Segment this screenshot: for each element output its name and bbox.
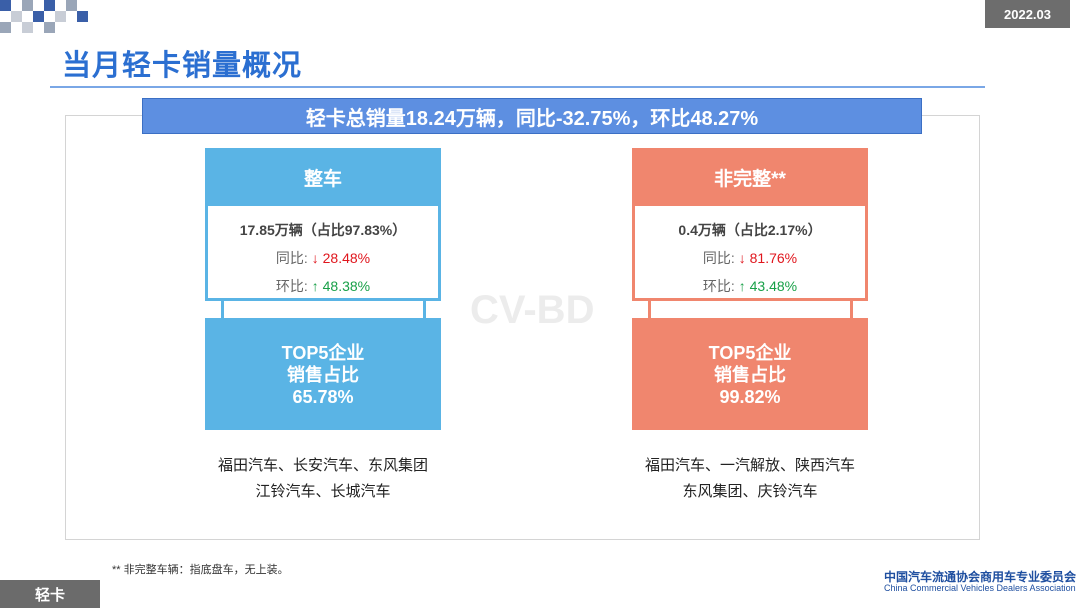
- yoy-row: 同比: ↓ 81.76%: [635, 248, 865, 268]
- mom-label: 环比:: [702, 278, 735, 294]
- connector: [423, 301, 426, 323]
- yoy-value: ↓ 81.76%: [738, 250, 798, 266]
- logo-name: 中国汽车流通协会商用车专业委员会: [884, 570, 1077, 584]
- summary-banner: 轻卡总销量18.24万辆，同比-32.75%，环比48.27%: [142, 98, 922, 134]
- square: [22, 22, 33, 33]
- card-info: 17.85万辆（占比97.83%） 同比: ↓ 28.48% 环比: ↑ 48.38%: [205, 206, 441, 301]
- square: [66, 0, 77, 11]
- square: [44, 0, 55, 11]
- mom-label: 环比:: [275, 278, 308, 294]
- square: [44, 22, 55, 33]
- section-tag: 轻卡: [0, 580, 100, 608]
- top5-box: TOP5企业 销售占比 99.82%: [632, 318, 868, 430]
- mom-row: 环比: ↑ 48.38%: [208, 276, 438, 296]
- yoy-value: ↓ 28.48%: [311, 250, 371, 266]
- logo-english: China Commercial Vehicles Dealers Associ…: [884, 583, 1076, 593]
- card-title: 非完整**: [632, 148, 868, 206]
- company-line: 江铃汽车、长城汽车: [255, 483, 391, 500]
- square: [33, 11, 44, 22]
- slide-title: 当月轻卡销量概况: [62, 50, 303, 82]
- card-info: 0.4万辆（占比2.17%） 同比: ↓ 81.76% 环比: ↑ 43.48%: [632, 206, 868, 301]
- watermark: CV-BD: [470, 288, 595, 332]
- date-badge: 2022.03: [985, 0, 1070, 28]
- companies: 福田汽车、一汽解放、陕西汽车 东风集团、庆铃汽车: [600, 453, 900, 505]
- volume: 17.85万辆（占比97.83%）: [239, 222, 407, 238]
- top5-line: 销售占比: [714, 365, 786, 385]
- footnote: ** 非完整车辆：指底盘车，无上装。: [112, 564, 289, 576]
- volume: 0.4万辆（占比2.17%）: [678, 222, 822, 238]
- title-rule: [50, 86, 985, 88]
- top5-line: 销售占比: [287, 365, 359, 385]
- connector: [850, 301, 853, 323]
- company-line: 福田汽车、一汽解放、陕西汽车: [644, 457, 855, 474]
- mom-value: ↑ 43.48%: [738, 278, 798, 294]
- yoy-label: 同比:: [275, 250, 308, 266]
- connector: [648, 301, 651, 323]
- yoy-row: 同比: ↓ 28.48%: [208, 248, 438, 268]
- companies: 福田汽车、长安汽车、东风集团 江铃汽车、长城汽车: [173, 453, 473, 505]
- square: [55, 11, 66, 22]
- connector: [221, 301, 224, 323]
- square: [0, 0, 11, 11]
- card-title: 整车: [205, 148, 441, 206]
- company-line: 东风集团、庆铃汽车: [682, 483, 818, 500]
- mom-value: ↑ 48.38%: [311, 278, 371, 294]
- top5-line: 65.78%: [292, 387, 354, 407]
- top5-line: TOP5企业: [281, 343, 365, 363]
- top5-line: TOP5企业: [708, 343, 792, 363]
- mom-row: 环比: ↑ 43.48%: [635, 276, 865, 296]
- square: [22, 0, 33, 11]
- top5-line: 99.82%: [719, 387, 781, 407]
- square: [11, 11, 22, 22]
- top5-box: TOP5企业 销售占比 65.78%: [205, 318, 441, 430]
- square: [77, 11, 88, 22]
- yoy-label: 同比:: [702, 250, 735, 266]
- company-line: 福田汽车、长安汽车、东风集团: [217, 457, 428, 474]
- square: [0, 22, 11, 33]
